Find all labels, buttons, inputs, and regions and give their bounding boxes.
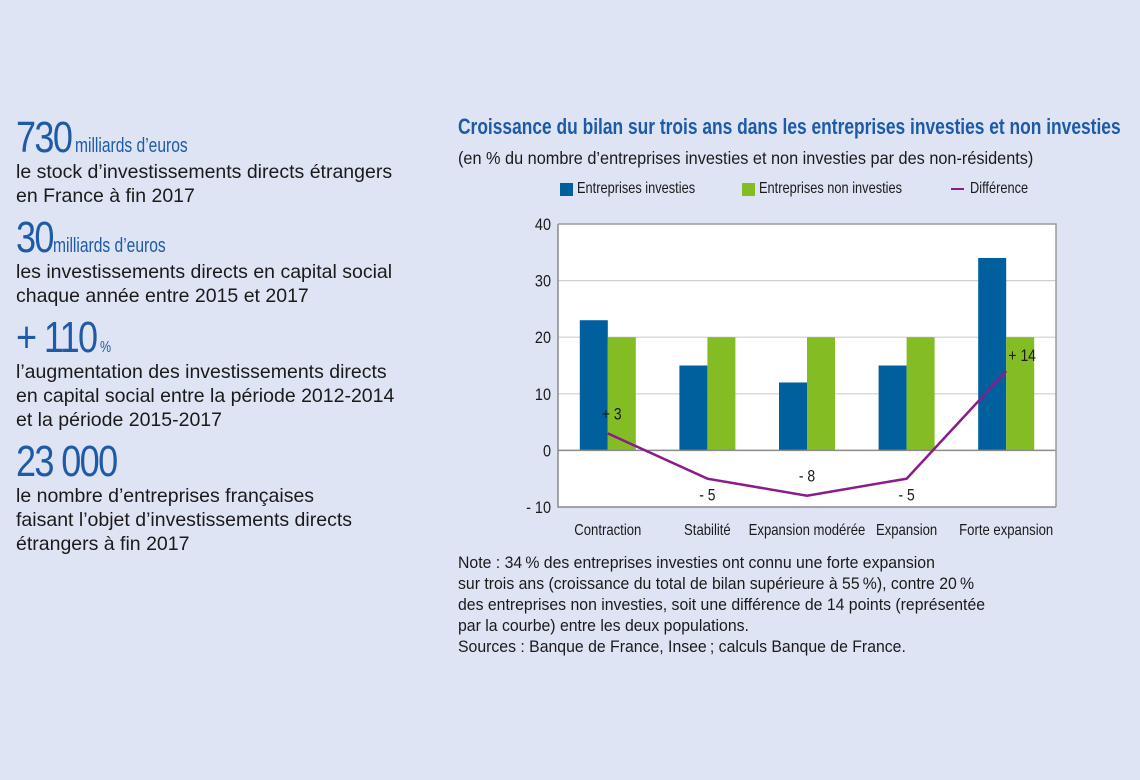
chart-title: Croissance du bilan sur trois ans dans l… xyxy=(458,114,1121,139)
y-tick-label: 20 xyxy=(535,329,551,347)
bar-entreprises-investies xyxy=(779,382,807,451)
bar-entreprises-non-investies xyxy=(707,337,736,451)
legend-swatch-non-investies xyxy=(742,182,755,196)
x-tick-label: Stabilité xyxy=(684,522,731,539)
bar-entreprises-investies xyxy=(679,365,708,451)
stat-value: 30 xyxy=(16,213,54,262)
y-tick-label: 0 xyxy=(543,442,551,460)
stat-unit: milliards d’euros xyxy=(52,235,166,257)
stat-desc-line: faisant l’objet d’investissements direct… xyxy=(16,509,352,531)
data-label-difference: + 14 xyxy=(1008,347,1036,366)
bar-entreprises-non-investies xyxy=(807,337,835,451)
note-line: des entreprises non investies, soit une … xyxy=(458,595,986,614)
bar-entreprises-non-investies xyxy=(607,337,636,451)
key-figures-panel: 730 milliards d’euros le stock d’investis… xyxy=(16,116,446,564)
y-tick-label: 10 xyxy=(535,386,551,404)
stat-desc-line: en France à fin 2017 xyxy=(16,185,195,207)
legend-item-investies: Entreprises investies xyxy=(560,180,725,198)
note-line: par la courbe) entre les deux population… xyxy=(458,616,749,635)
stat-desc-line: le nombre d’entreprises françaises xyxy=(16,485,315,507)
x-tick-label: Expansion xyxy=(876,522,937,539)
note-line: Note : 34 % des entreprises investies on… xyxy=(458,553,935,572)
y-tick-label: 30 xyxy=(535,273,551,291)
stat-value: 730 xyxy=(16,113,73,162)
stat-description: le stock d’investissements directs étran… xyxy=(16,160,446,208)
y-tick-label: 40 xyxy=(535,216,551,234)
x-tick-label: Forte expansion xyxy=(959,522,1053,539)
bar-entreprises-investies xyxy=(878,365,907,451)
stat-nombre-entreprises: 23 000 le nombre d’entreprises française… xyxy=(16,440,446,556)
bar-entreprises-investies xyxy=(579,320,608,451)
stat-description: le nombre d’entreprises françaises faisa… xyxy=(16,484,446,556)
x-tick-label: Contraction xyxy=(574,522,641,539)
stat-unit: % xyxy=(100,339,112,356)
stat-desc-line: en capital social entre la période 2012-… xyxy=(16,385,395,407)
data-label-difference: - 5 xyxy=(898,486,914,505)
bar-entreprises-non-investies xyxy=(1006,337,1035,451)
source-line: Sources : Banque de France, Insee ; calc… xyxy=(458,637,906,656)
data-label-difference: + 3 xyxy=(602,405,622,424)
chart-note: Note : 34 % des entreprises investies on… xyxy=(458,552,1109,657)
data-label-difference: - 5 xyxy=(699,486,715,505)
legend-swatch-investies xyxy=(560,182,573,196)
legend-label: Différence xyxy=(970,180,1029,197)
legend-label: Entreprises non investies xyxy=(759,180,903,197)
x-tick-label: Expansion modérée xyxy=(749,522,866,539)
axis-frame xyxy=(557,224,1056,508)
stat-value: 23 000 xyxy=(16,437,118,486)
data-label-difference: - 8 xyxy=(799,467,815,486)
bar-entreprises-non-investies xyxy=(906,337,935,451)
stat-description: l’augmentation des investissements direc… xyxy=(16,360,446,432)
stat-desc-line: chaque année entre 2015 et 2017 xyxy=(16,285,309,307)
stat-desc-line: l’augmentation des investissements direc… xyxy=(16,361,387,383)
stat-desc-line: les investissements directs en capital s… xyxy=(16,261,393,283)
plot-border xyxy=(558,223,1057,507)
legend-label: Entreprises investies xyxy=(577,180,696,197)
y-tick-label: - 10 xyxy=(526,499,551,517)
legend-item-non-investies: Entreprises non investies xyxy=(742,180,938,198)
stat-desc-line: et la période 2015-2017 xyxy=(16,409,222,431)
stat-value: + 110 xyxy=(16,313,98,362)
legend-line-difference xyxy=(951,188,964,190)
chart-subtitle: (en % du nombre d’entreprises investies … xyxy=(458,148,1034,168)
legend-item-difference: Différence xyxy=(951,180,1043,198)
stat-desc-line: étrangers à fin 2017 xyxy=(16,533,190,555)
stat-desc-line: le stock d’investissements directs étran… xyxy=(16,161,393,183)
line-difference xyxy=(607,370,1008,497)
note-line: sur trois ans (croissance du total de bi… xyxy=(458,574,975,593)
stat-augmentation: + 110% l’augmentation des investissement… xyxy=(16,316,446,432)
stat-description: les investissements directs en capital s… xyxy=(16,260,446,308)
stat-stock-ide: 730 milliards d’euros le stock d’investis… xyxy=(16,116,446,208)
stat-capital-social: 30milliards d’euros les investissements … xyxy=(16,216,446,308)
bar-entreprises-investies xyxy=(978,257,1007,451)
stat-unit: milliards d’euros xyxy=(75,135,189,157)
